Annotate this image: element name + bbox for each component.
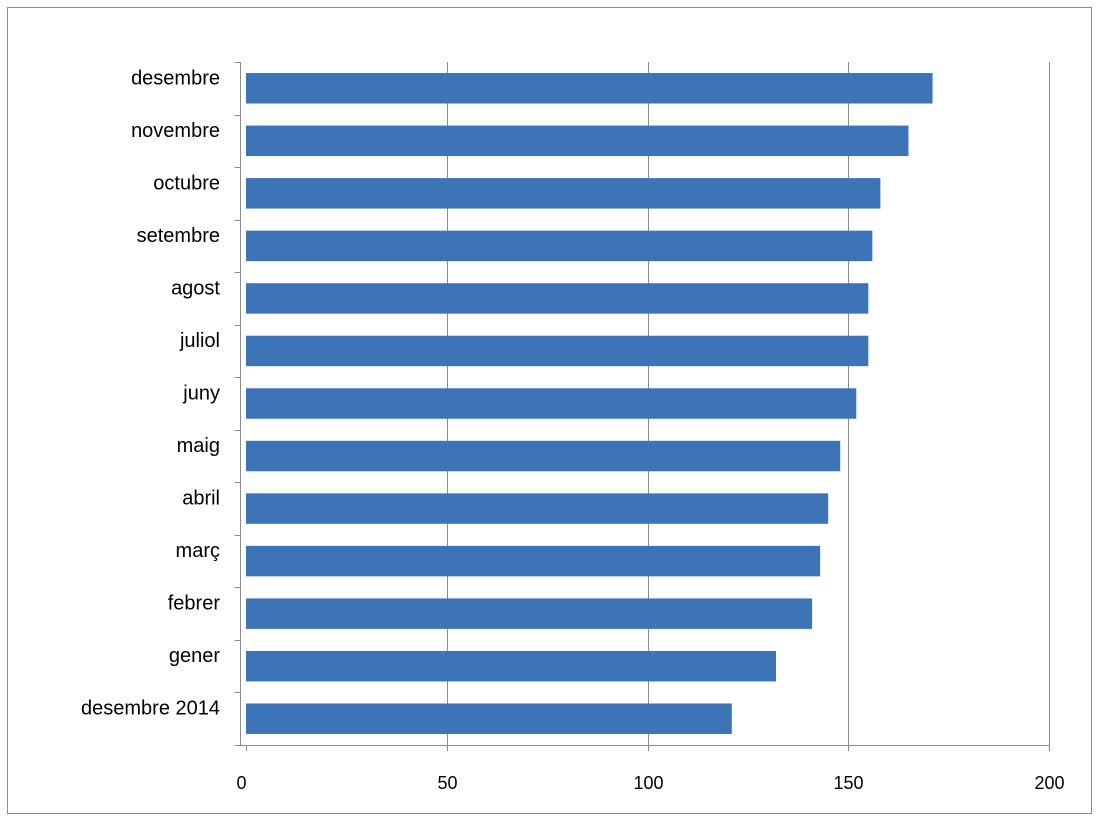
bar [246,493,829,524]
bar [246,545,821,577]
category-label: abril [182,488,220,510]
bar [246,440,841,472]
category-label: juny [182,383,220,405]
bar [246,125,909,157]
category-label: febrer [168,593,221,615]
bar [246,335,869,367]
bars [246,73,933,734]
labels: 0 50 100 150 200 desembre 2014 gener febrer març… [81,67,1065,793]
bar [246,388,857,419]
category-label: gener [169,645,220,667]
category-label: desembre [131,67,220,89]
x-tick-label: 150 [833,773,863,793]
bar [246,650,776,682]
bar [246,178,881,209]
bar [246,230,873,262]
x-tick-label: 50 [437,773,457,793]
x-tick-label: 200 [1034,773,1064,793]
bar [246,73,933,104]
axes [234,62,1050,751]
x-tick-label: 100 [633,773,663,793]
category-label: novembre [131,120,220,142]
category-label: agost [171,277,220,299]
category-label: maig [177,435,220,457]
category-label: setembre [137,225,220,247]
category-label: desembre 2014 [81,698,220,720]
category-label: març [176,540,220,562]
bar [246,283,869,314]
category-label: octubre [153,172,220,194]
category-label: juliol [179,330,220,352]
bar [246,598,813,629]
x-tick-label: 0 [236,773,246,793]
bar [246,703,732,734]
